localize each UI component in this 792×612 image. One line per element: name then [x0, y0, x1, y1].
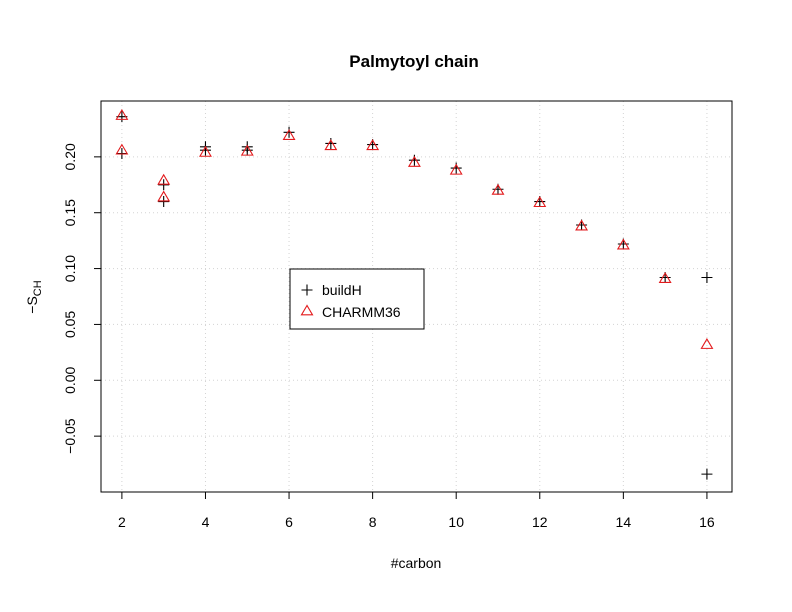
- point-charmm36: [533, 196, 547, 208]
- x-tick-label: 16: [699, 514, 715, 530]
- x-tick-label: 4: [202, 514, 210, 530]
- y-tick-label: 0.10: [62, 255, 78, 282]
- legend-symbol-buildh: [301, 284, 313, 296]
- y-tick-label: −0.05: [62, 418, 78, 454]
- plot-frame: [100, 100, 733, 493]
- y-axis-label-main: −S: [24, 296, 40, 314]
- legend-symbol-charmm36: [300, 304, 314, 316]
- y-tick-label: 0.05: [62, 311, 78, 338]
- y-tick-label: 0.15: [62, 199, 78, 226]
- point-charmm36: [449, 163, 463, 175]
- point-buildh: [701, 272, 713, 284]
- point-charmm36: [115, 143, 129, 155]
- x-tick-label: 8: [369, 514, 377, 530]
- x-axis-label: #carbon: [391, 555, 442, 571]
- y-axis-label-subscript: CH: [32, 280, 44, 296]
- legend: buildH CHARMM36: [289, 268, 425, 330]
- point-charmm36: [199, 145, 212, 157]
- y-axis-label: −SCH: [24, 280, 44, 313]
- point-charmm36: [115, 108, 129, 120]
- point-charmm36: [324, 139, 338, 151]
- axes: 2 4 6 8 10 12 14 16 −0.05 0.00 0.05 0.10 0.15 0.20: [62, 143, 715, 530]
- point-charmm36: [700, 337, 714, 349]
- chart-title: Palmytoyl chain: [349, 52, 478, 71]
- x-tick-label: 2: [118, 514, 126, 530]
- x-tick-label: 12: [532, 514, 548, 530]
- point-charmm36: [240, 144, 254, 156]
- point-charmm36: [491, 183, 505, 195]
- point-charmm36: [407, 155, 421, 167]
- y-tick-label: 0.20: [62, 143, 78, 170]
- x-tick-label: 6: [285, 514, 293, 530]
- point-charmm36: [575, 219, 589, 231]
- legend-marker-buildH: [301, 284, 313, 296]
- point-buildh: [158, 179, 170, 191]
- point-charmm36: [157, 173, 171, 185]
- legend-label-CHARMM36: CHARMM36: [322, 304, 401, 320]
- point-charmm36: [658, 272, 672, 284]
- y-tick-label: 0.00: [62, 366, 78, 393]
- point-charmm36: [282, 129, 296, 141]
- x-tick-label: 14: [616, 514, 632, 530]
- x-tick-label: 10: [448, 514, 464, 530]
- point-charmm36: [366, 139, 380, 151]
- point-charmm36: [157, 190, 171, 202]
- legend-marker-CHARMM36: [300, 304, 314, 316]
- legend-label-buildH: buildH: [322, 282, 362, 298]
- point-buildh: [701, 468, 713, 480]
- point-charmm36: [616, 238, 630, 250]
- point-buildh: [158, 196, 170, 208]
- point-buildh: [283, 126, 295, 138]
- legend-box: [289, 268, 425, 330]
- data-marks: [115, 108, 714, 480]
